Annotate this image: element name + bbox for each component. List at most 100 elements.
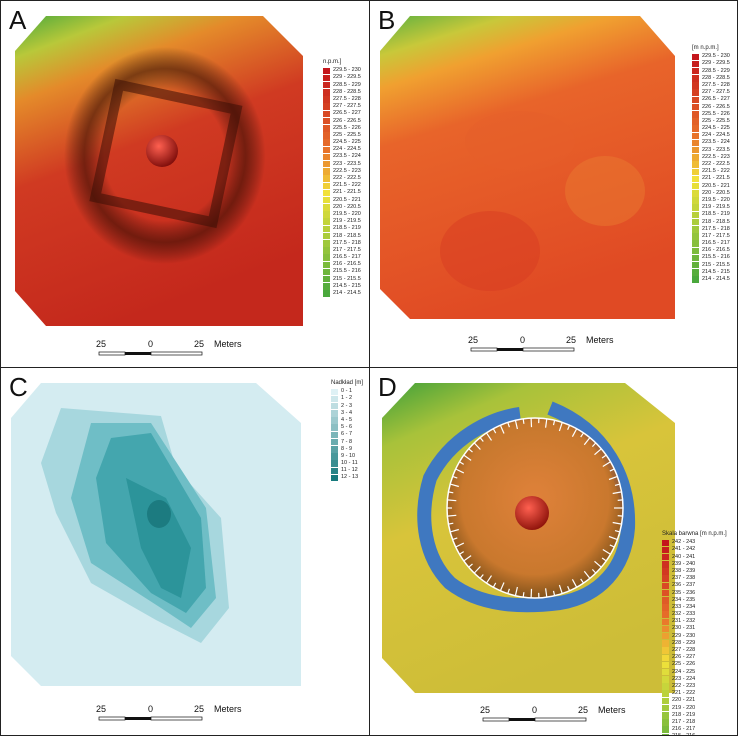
hatch-mark: [580, 578, 584, 584]
legend-label: 237 - 238: [672, 575, 696, 582]
legend-label: 227 - 227.5: [333, 103, 361, 110]
legend-item: 226.5 - 227: [323, 110, 361, 118]
legend-label: 222 - 222.5: [333, 175, 361, 182]
legend-label: 223 - 224: [672, 675, 696, 682]
legend-swatch: [323, 182, 330, 190]
legend-swatch: [662, 676, 669, 683]
legend-label: 238 - 239: [672, 567, 696, 574]
legend-swatch: [692, 53, 699, 61]
legend-label: 242 - 243: [672, 539, 696, 546]
legend-item: 214 - 214.5: [692, 276, 730, 283]
legend-label: 229.5 - 230: [702, 53, 730, 60]
legend-item: 235 - 236: [662, 590, 727, 597]
legend-label: 239 - 240: [672, 560, 696, 567]
legend-swatch: [323, 139, 330, 146]
hatch-mark: [602, 548, 611, 555]
legend-swatch: [692, 218, 699, 226]
legend-swatch: [662, 546, 669, 554]
scale-left-label: 25: [480, 705, 491, 715]
hatch-mark: [558, 584, 563, 594]
legend-swatch: [323, 146, 330, 154]
legend-item: 220 - 220.5: [323, 204, 361, 211]
legend-item: 0 - 1: [331, 388, 363, 396]
legend-label: 216 - 216.5: [333, 261, 361, 268]
scale-bar-c: 25 0 25 Meters: [96, 704, 242, 726]
legend-label: 233 - 234: [672, 603, 696, 610]
hatch-mark: [468, 448, 473, 453]
legend-item: 217 - 217.5: [692, 233, 730, 240]
scale-mid-label: 0: [532, 705, 538, 715]
legend-item: 221 - 221.5: [692, 175, 730, 183]
scale-bar-b: 25 0 25 Meters: [468, 335, 614, 357]
legend-item: 11 - 12: [331, 467, 363, 475]
legend-swatch: [662, 719, 669, 726]
legend-swatch: [662, 690, 669, 697]
legend-label: 220.5 - 221: [702, 182, 730, 189]
legend-item: 217 - 217.5: [323, 247, 361, 254]
legend-item: 224 - 224.5: [692, 132, 730, 140]
scale-mid-label: 0: [148, 339, 154, 349]
legend-title: Nadkład [m]: [331, 380, 364, 386]
legend-swatch: [331, 467, 338, 475]
hatch-mark: [594, 448, 602, 456]
legend-swatch: [662, 704, 669, 712]
legend-swatch: [662, 539, 669, 547]
hatch-mark: [601, 454, 607, 459]
hatch-mark: [455, 542, 465, 548]
legend-label: 228.5 - 229: [333, 81, 361, 88]
legend-swatch: [692, 240, 699, 247]
legend-swatch: [662, 575, 669, 582]
legend-label: 226 - 227: [672, 654, 696, 661]
legend-item: 228 - 228.5: [692, 75, 730, 82]
legend-item: 220.5 - 221: [323, 197, 361, 204]
hatch-mark: [459, 551, 465, 555]
legend-item: 229 - 229.5: [323, 74, 361, 82]
scale-bar-graphic: [482, 717, 587, 722]
hatch-mark: [499, 582, 505, 592]
hatch-mark: [452, 537, 458, 541]
legend-label: 222.5 - 223: [702, 153, 730, 160]
scale-bar-graphic: [470, 347, 575, 352]
panel-a: A n.p.m.] 229.5 - 230 229 - 229.5 228.5 - …: [0, 0, 370, 368]
legend-item: 219 - 220: [662, 705, 727, 712]
legend-swatch: [662, 561, 669, 568]
legend-label: 7 - 8: [341, 438, 353, 445]
legend-label: 218 - 219: [672, 711, 696, 718]
hatch-mark: [558, 422, 563, 432]
legend-label: 1 - 2: [341, 395, 353, 402]
legend-label: 10 - 11: [341, 460, 358, 467]
hatch-mark: [614, 530, 620, 533]
legend-item: 218 - 218.5: [323, 233, 361, 240]
legend-swatch: [323, 196, 330, 204]
legend-swatch: [323, 247, 330, 254]
legend-label: 225.5 - 226: [702, 110, 730, 117]
legend-item: 218.5 - 219: [323, 225, 361, 233]
panel-d: D Skala barwna [m n.p.m.] 242 - 243 241 -…: [369, 367, 738, 736]
hatch-mark: [614, 483, 620, 486]
hatch-mark: [552, 420, 556, 426]
legend-swatch: [331, 431, 338, 439]
hatch-mark: [601, 557, 607, 562]
trench-outline: [417, 401, 636, 613]
legend-label: 222.5 - 223: [333, 167, 361, 174]
legend-label: 223 - 223.5: [333, 160, 361, 167]
legend-item: 222 - 223: [662, 683, 727, 690]
legend-swatch: [662, 640, 669, 647]
legend-swatch: [692, 89, 699, 96]
scale-left-label: 25: [96, 339, 107, 349]
legend-label: 228.5 - 229: [702, 67, 730, 74]
legend-item: 227.5 - 228: [323, 96, 361, 103]
legend-swatch: [692, 168, 699, 176]
legend-swatch: [692, 204, 699, 211]
legend-label: 217 - 218: [672, 718, 696, 725]
legend-label: 8 - 9: [341, 445, 353, 452]
legend-item: 227 - 227.5: [692, 89, 730, 96]
legend-item: 241 - 242: [662, 546, 727, 554]
hatch-mark: [492, 582, 497, 588]
hatch-mark: [486, 575, 492, 584]
legend-item: 221.5 - 222: [692, 168, 730, 176]
scale-bar-d: 25 0 25 Meters: [480, 705, 626, 727]
legend-swatch: [692, 146, 699, 154]
panel-letter: D: [378, 372, 397, 402]
